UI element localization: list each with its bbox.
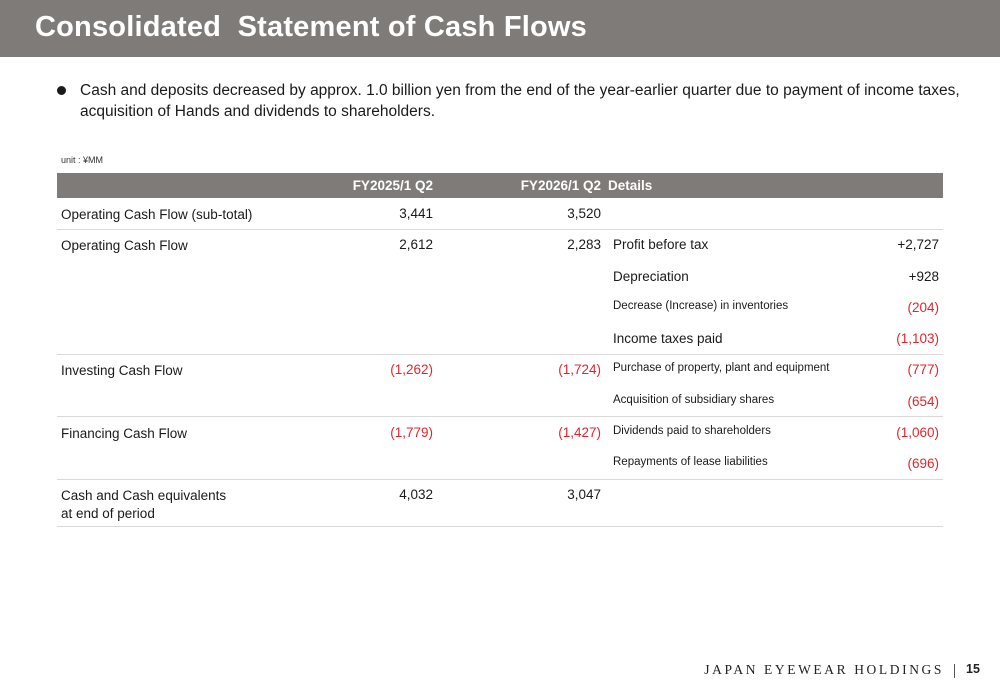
detail-label: Repayments of lease liabilities (613, 456, 768, 468)
detail-value: +2,727 (897, 237, 939, 252)
detail-label: Income taxes paid (613, 331, 723, 346)
detail-label: Dividends paid to shareholders (613, 425, 771, 437)
value-fy2026: (1,724) (558, 362, 601, 377)
detail-value: (777) (907, 362, 939, 377)
column-header-fy2025: FY2025/1 Q2 (352, 178, 433, 193)
bullet-dot-icon (57, 86, 66, 95)
value-fy2026: (1,427) (558, 425, 601, 440)
value-fy2025: (1,262) (390, 362, 433, 377)
detail-label: Decrease (Increase) in inventories (613, 300, 789, 312)
value-fy2025: (1,779) (390, 425, 433, 440)
title-bar: Consolidated Statement of Cash Flows (0, 0, 1000, 57)
row-label: Investing Cash Flow (61, 363, 183, 378)
detail-value: +928 (908, 269, 939, 284)
detail-value: (696) (907, 456, 939, 471)
detail-value: (1,060) (896, 425, 939, 440)
row-divider (57, 416, 943, 417)
detail-label: Acquisition of subsidiary shares (613, 394, 775, 406)
detail-value: (654) (907, 394, 939, 409)
table-header: FY2025/1 Q2 FY2026/1 Q2 Details (57, 173, 943, 198)
value-fy2025: 2,612 (399, 237, 433, 252)
unit-label: unit : ¥MM (61, 155, 104, 165)
value-fy2026: 3,047 (567, 487, 601, 502)
detail-value: (1,103) (896, 331, 939, 346)
page-number: 15 (966, 662, 980, 676)
detail-label: Profit before tax (613, 237, 709, 252)
column-header-fy2026: FY2026/1 Q2 (520, 178, 601, 193)
value-fy2026: 2,283 (567, 237, 601, 252)
row-label-line2: at end of period (61, 506, 155, 521)
row-label: Operating Cash Flow (61, 238, 188, 253)
row-label: Financing Cash Flow (61, 426, 188, 441)
value-fy2026: 3,520 (567, 206, 601, 221)
row-divider (57, 354, 943, 355)
page-title: Consolidated Statement of Cash Flows (35, 11, 588, 43)
detail-label: Purchase of property, plant and equipmen… (613, 362, 830, 374)
detail-value: (204) (907, 300, 939, 315)
row-divider (57, 526, 943, 527)
summary-text: Cash and deposits decreased by approx. 1… (80, 82, 960, 120)
value-fy2025: 3,441 (399, 206, 433, 221)
value-fy2025: 4,032 (399, 487, 433, 502)
row-divider (57, 479, 943, 480)
column-header-details: Details (608, 178, 653, 193)
detail-label: Depreciation (613, 269, 689, 284)
brand-logo: JAPAN EYEWEAR HOLDINGS (704, 662, 944, 677)
row-label-line1: Cash and Cash equivalents (61, 488, 227, 503)
footer-divider (954, 664, 955, 678)
row-divider (57, 229, 943, 230)
row-label: Operating Cash Flow (sub-total) (61, 207, 253, 222)
